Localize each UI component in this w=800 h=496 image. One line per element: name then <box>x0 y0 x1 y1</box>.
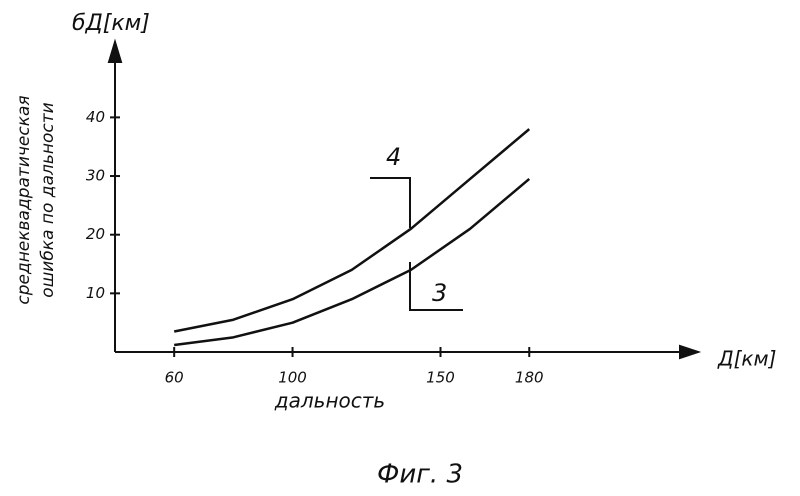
x-tick-label: 150 <box>426 369 455 387</box>
caption: Фиг. 3 <box>377 460 463 490</box>
series-line <box>174 129 529 331</box>
axes <box>109 42 698 358</box>
x-axis-symbol: Д[км] <box>717 347 776 371</box>
y-tick-label: 20 <box>86 225 105 243</box>
y-axis-symbol: бД[км] <box>72 11 150 36</box>
y-arrow <box>109 42 121 62</box>
chart: бД[км] Д[км] среднеквадратическая ошибка… <box>0 0 800 496</box>
x-tick-label: 100 <box>278 369 307 387</box>
series-label: 3 <box>432 279 447 307</box>
leader-line <box>370 178 410 228</box>
x-arrow <box>680 346 698 358</box>
series-label: 4 <box>386 143 401 171</box>
y-tick-label: 30 <box>86 167 105 185</box>
y-axis-label: среднеквадратическая <box>14 95 34 304</box>
y-tick-label: 10 <box>86 284 105 302</box>
y-tick-label: 40 <box>86 108 105 126</box>
x-tick-label: 60 <box>165 369 184 387</box>
x-axis-label: дальность <box>274 389 385 413</box>
y-axis-label: ошибка по дальности <box>38 102 58 297</box>
x-tick-label: 180 <box>515 369 544 387</box>
